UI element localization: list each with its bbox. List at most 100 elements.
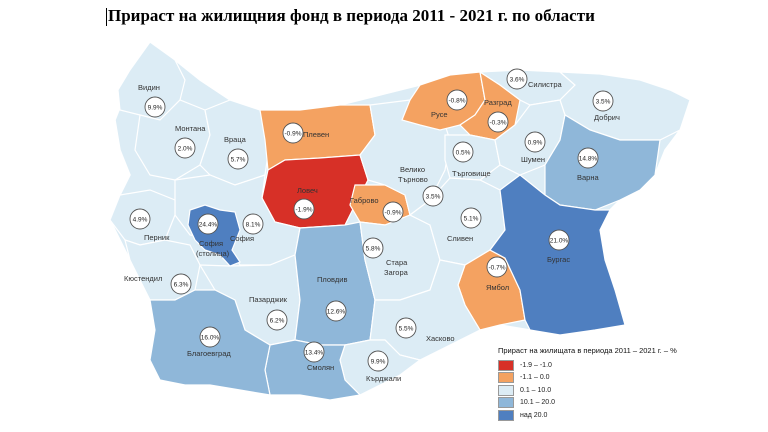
legend-swatch [498,372,514,384]
label-veliko-tarnovo: Велико Търново [398,165,428,184]
legend-label: -1.1 – 0.0 [520,374,550,382]
bubble-kardzhali: 9.9% [367,350,389,372]
value-targovishte: 0.5% [456,150,471,157]
bubble-montana: 2.0% [174,137,196,159]
value-ruse: -0.8% [449,98,466,105]
value-vratsa: 5.7% [231,157,246,164]
label-lovech: Ловеч [297,186,318,195]
label-razgrad: Разград [484,98,512,107]
bubble-targovishte: 0.5% [452,141,474,163]
bubble-yambol: -0.7% [486,256,508,278]
legend-swatch [498,409,514,421]
label-burgas: Бургас [547,255,570,264]
bubble-silistra: 3.6% [506,68,528,90]
bubble-sofia: 8.1% [242,213,264,235]
bubble-dobrich: 3.5% [592,90,614,112]
region-varna [544,114,661,211]
label-stara-zagora: Стара Загора [384,258,409,277]
label-haskovo: Хасково [426,334,455,343]
region-burgas [489,174,626,336]
bubble-plovdiv: 12.6% [325,300,347,322]
value-smolyan: 13.4% [305,350,324,357]
bubble-burgas: 21.0% [548,229,570,251]
bubble-pleven: -0.9% [282,122,304,144]
label-kardzhali: Кърджали [366,374,401,383]
legend-label: 0.1 – 10.0 [520,386,552,394]
bubble-haskovo: 5.5% [395,317,417,339]
label-vratsa: Враца [224,135,247,144]
bubble-pazardzhik: 6.2% [266,309,288,331]
legend-item: -1.9 – -1.0 [498,359,728,372]
legend-swatch [498,359,514,371]
value-veliko-tarnovo: 3.5% [426,194,441,201]
label-montana: Монтана [175,124,206,133]
value-varna: 14.8% [579,156,598,163]
value-pleven: -0.9% [285,131,302,138]
value-vidin: 9.9% [148,105,163,112]
value-shumen: 0.9% [528,140,543,147]
label-pernik: Перник [144,233,170,242]
label-dobrich: Добрич [594,113,620,122]
value-montana: 2.0% [178,146,193,153]
legend-label: 10.1 – 20.0 [520,399,556,407]
legend-label: над 20.0 [520,411,548,419]
value-sliven: 5.1% [464,216,479,223]
value-burgas: 21.0% [550,238,569,245]
legend-swatch [498,384,514,396]
value-kardzhali: 9.9% [371,359,386,366]
label-vidin: Видин [138,83,160,92]
label-varna: Варна [577,173,599,182]
label-silistra: Силистра [528,80,563,89]
bubble-shumen: 0.9% [524,131,546,153]
bubble-blagoevgrad: 16.0% [199,326,221,348]
value-haskovo: 5.5% [399,326,414,333]
label-kyustendil: Кюстендил [124,274,162,283]
label-shumen: Шумен [521,155,545,164]
legend-item: 0.1 – 10.0 [498,384,728,397]
bubble-veliko-tarnovo: 3.5% [422,185,444,207]
label-yambol: Ямбол [486,283,509,292]
value-kyustendil: 6.3% [174,282,189,289]
value-sofia-capital: 24.4% [199,222,218,229]
legend-swatch [498,397,514,409]
text-cursor [106,8,107,26]
legend-item: -1.1 – 0.0 [498,372,728,385]
value-yambol: -0.7% [489,265,506,272]
label-sliven: Сливен [447,234,473,243]
value-razgrad: -0.3% [490,120,507,127]
bubble-kyustendil: 6.3% [170,273,192,295]
bubble-vidin: 9.9% [144,96,166,118]
page-title: Прираст на жилищния фонд в периода 2011 … [108,6,595,25]
bubble-lovech: -1.9% [293,198,315,220]
value-sofia: 8.1% [246,222,261,229]
bubble-pernik: 4.9% [129,208,151,230]
bubble-smolyan: 13.4% [303,341,325,363]
label-smolyan: Смолян [307,363,334,372]
label-gabrovo: Габрово [350,196,379,205]
value-dobrich: 3.5% [596,99,611,106]
value-blagoevgrad: 16.0% [201,335,220,342]
value-pazardzhik: 6.2% [270,318,285,325]
label-pazardzhik: Пазарджик [249,295,288,304]
bubble-stara-zagora: 5.8% [362,237,384,259]
label-pleven: Плевен [303,130,329,139]
legend-label: -1.9 – -1.0 [520,361,552,369]
value-plovdiv: 12.6% [327,309,346,316]
bubble-vratsa: 5.7% [227,148,249,170]
bubble-sofia-capital: 24.4% [197,213,219,235]
bubble-varna: 14.8% [577,147,599,169]
value-silistra: 3.6% [510,77,525,84]
bubble-razgrad: -0.3% [487,111,509,133]
value-gabrovo: -0.9% [385,210,402,217]
value-pernik: 4.9% [133,217,148,224]
label-sofia-capital: София (столица) [196,239,230,258]
value-stara-zagora: 5.8% [366,246,381,253]
legend-item: 10.1 – 20.0 [498,397,728,410]
region-montana [134,99,211,181]
legend-title: Прираст на жилищата в периода 2011 – 202… [498,346,677,355]
bubble-ruse: -0.8% [446,89,468,111]
label-targovishte: Търговище [452,169,491,178]
bubble-gabrovo: -0.9% [382,201,404,223]
legend-item: над 20.0 [498,409,728,422]
